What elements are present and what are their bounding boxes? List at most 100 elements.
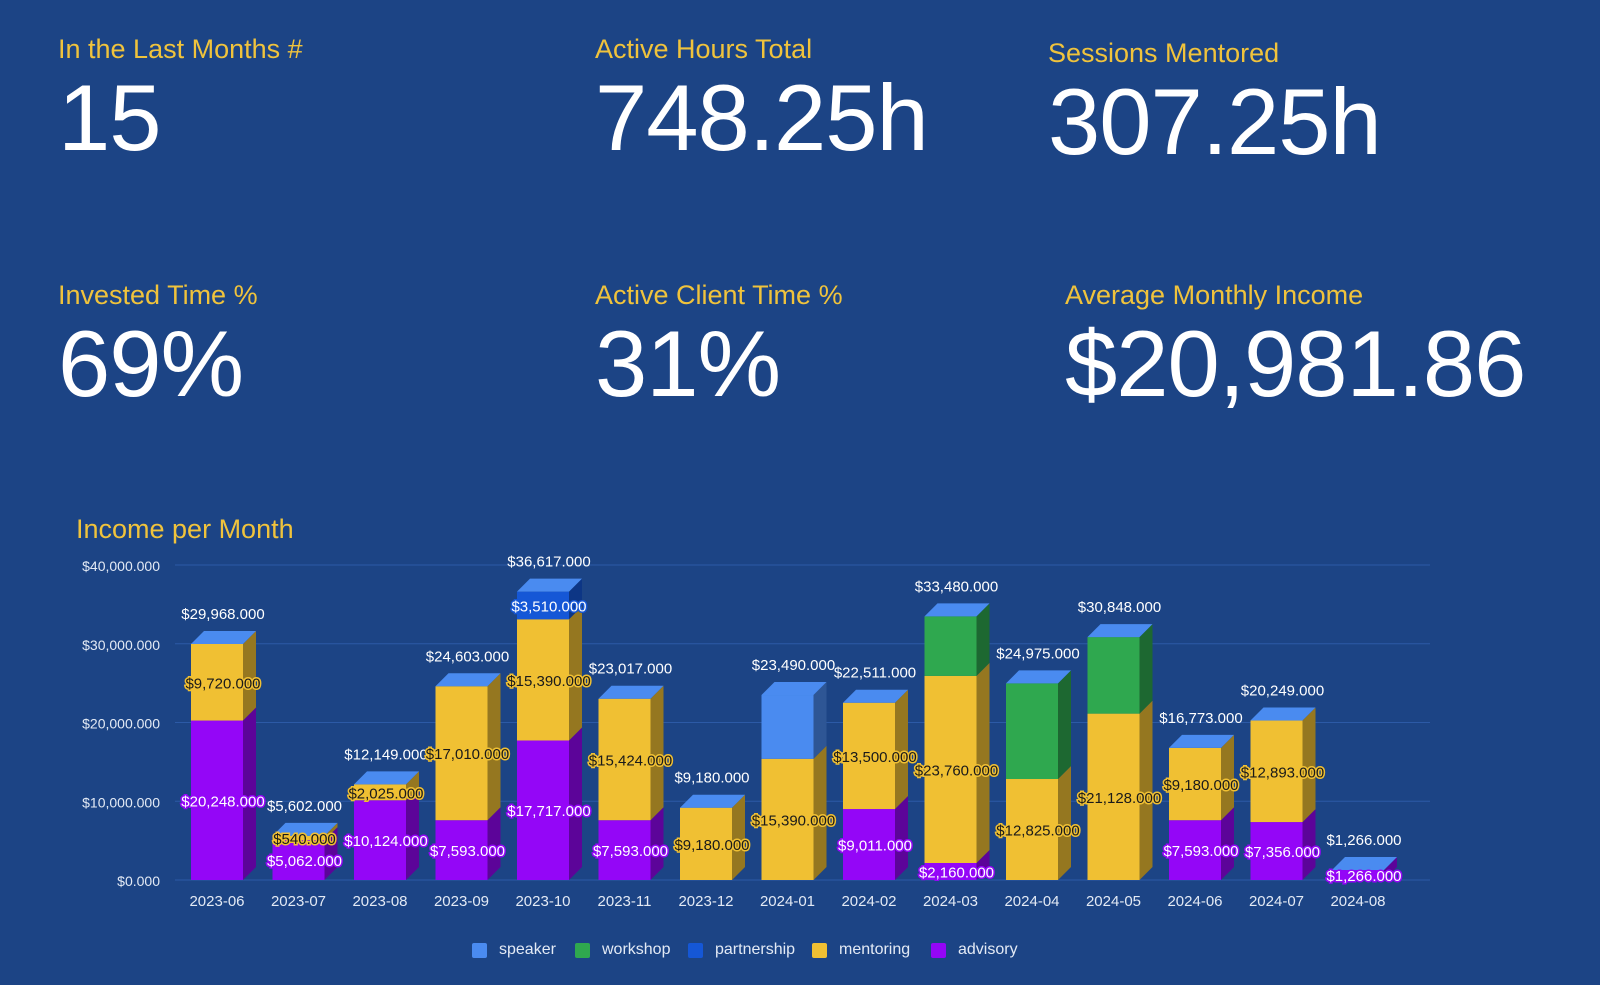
mentoring-bar: [761, 758, 814, 880]
legend-label: advisory: [958, 941, 1018, 958]
total-label: $24,975.000: [996, 645, 1079, 662]
kpi-label: Invested Time %: [58, 280, 258, 310]
advisory-bar-side: [650, 807, 664, 880]
speaker-bar: [761, 695, 814, 759]
mentoring-bar-side: [569, 606, 582, 741]
bar-top-cap: [598, 685, 664, 699]
advisory-bar-side: [1384, 857, 1397, 880]
legend-swatch: [472, 942, 487, 958]
workshop-bar: [1087, 637, 1140, 714]
workshop-bar: [1006, 683, 1058, 780]
mentoring-data-label: $540.000: [273, 831, 336, 848]
mentoring-data-label: $12,893.000: [1241, 764, 1324, 781]
bar-top-cap: [1087, 624, 1153, 638]
advisory-data-label: $7,356.000: [1245, 844, 1320, 861]
x-tick-label: 2023-12: [678, 893, 733, 910]
x-tick-label: 2023-09: [434, 893, 489, 910]
advisory-data-label: $7,593.000: [1163, 843, 1238, 860]
x-tick-label: 2023-07: [271, 893, 326, 910]
legend-item-mentoring[interactable]: mentoring: [812, 941, 910, 959]
advisory-data-label: $5,062.000: [267, 853, 342, 870]
mentoring-bar: [1250, 720, 1303, 823]
advisory-bar: [1250, 822, 1303, 880]
bar-top-cap: [517, 578, 582, 592]
kpi-invested-time: Invested Time % 69%: [58, 282, 258, 411]
mentoring-bar-side: [976, 662, 990, 863]
mentoring-bar: [598, 698, 651, 821]
chart-title: Income per Month: [76, 514, 294, 544]
advisory-bar: [354, 800, 406, 880]
advisory-bar-side: [406, 787, 419, 880]
mentoring-bar: [191, 644, 243, 721]
total-label: $33,480.000: [915, 578, 998, 595]
kpi-label: Active Client Time %: [595, 280, 843, 310]
mentoring-bar-side: [650, 685, 664, 821]
kpi-label: Active Hours Total: [595, 34, 813, 64]
advisory-bar-side: [1221, 807, 1234, 880]
x-tick-label: 2024-06: [1167, 893, 1222, 910]
kpi-active-client-time: Active Client Time % 31%: [595, 282, 843, 411]
mentoring-bar: [517, 619, 569, 741]
workshop-bar-side: [976, 603, 990, 676]
workshop-bar-side: [1058, 670, 1071, 780]
kpi-last-months: In the Last Months # 15: [58, 36, 303, 165]
total-label: $36,617.000: [507, 554, 590, 571]
kpi-value: 31%: [595, 311, 781, 416]
mentoring-bar-side: [895, 689, 908, 810]
kpi-value: 748.25h: [595, 65, 929, 170]
total-label: $1,266.000: [1326, 832, 1401, 849]
total-label: $29,968.000: [181, 606, 264, 623]
mentoring-data-label: $21,128.000: [1078, 790, 1161, 807]
advisory-bar-side: [895, 796, 908, 880]
kpi-value: 307.25h: [1048, 69, 1382, 174]
kpi-value: $20,981.86: [1065, 311, 1526, 416]
kpi-avg-monthly-income: Average Monthly Income $20,981.86: [1065, 280, 1526, 416]
x-tick-label: 2024-07: [1249, 893, 1304, 910]
advisory-bar: [1332, 870, 1384, 880]
mentoring-bar-side: [243, 631, 256, 721]
advisory-bar: [598, 820, 651, 880]
y-tick-label: $0.000: [117, 873, 160, 889]
advisory-data-label: $1,266.000: [1326, 868, 1401, 885]
bar-top-cap: [354, 771, 419, 785]
kpi-label: Average Monthly Income: [1065, 280, 1364, 310]
mentoring-data-label: $17,010.000: [426, 746, 509, 763]
mentoring-data-label: $15,424.000: [589, 752, 672, 769]
legend-swatch: [575, 942, 590, 958]
mentoring-bar: [680, 807, 732, 880]
mentoring-bar-side: [324, 822, 338, 841]
mentoring-bar-side: [1302, 707, 1316, 823]
total-label: $24,603.000: [426, 648, 509, 665]
advisory-data-label: $20,248.000: [181, 793, 264, 810]
total-label: $16,773.000: [1159, 710, 1242, 727]
advisory-bar-side: [1302, 809, 1316, 880]
mentoring-bar: [1006, 779, 1058, 880]
mentoring-bar-side: [1139, 700, 1153, 880]
y-tick-label: $40,000.000: [82, 558, 160, 574]
advisory-data-label: $17,717.000: [507, 803, 590, 820]
advisory-data-label: $10,124.000: [344, 833, 427, 850]
legend-label: speaker: [499, 941, 556, 958]
legend-item-partnership[interactable]: partnership: [688, 941, 795, 959]
bar-top-cap: [1169, 734, 1234, 748]
bar-top-cap: [761, 682, 827, 696]
kpi-active-hours: Active Hours Total 748.25h: [595, 34, 929, 170]
legend-item-speaker[interactable]: speaker: [472, 941, 556, 959]
mentoring-data-label: $2,025.000: [348, 785, 423, 802]
kpi-value: 15: [58, 65, 162, 170]
advisory-bar: [517, 740, 569, 880]
x-tick-label: 2024-04: [1004, 893, 1059, 910]
advisory-bar: [843, 809, 895, 880]
bar-top-cap: [1250, 707, 1316, 721]
bar-top-cap: [680, 794, 745, 808]
legend-item-workshop[interactable]: workshop: [575, 941, 670, 959]
mentoring-bar: [1169, 747, 1221, 821]
y-tick-label: $10,000.000: [82, 794, 160, 810]
kpi-label: Sessions Mentored: [1048, 38, 1280, 68]
kpi-sessions-mentored: Sessions Mentored 307.25h: [1048, 38, 1382, 174]
legend-swatch: [688, 942, 703, 958]
legend-item-advisory[interactable]: advisory: [931, 941, 1018, 959]
legend-swatch: [931, 942, 946, 958]
bar-top-cap: [191, 631, 256, 645]
